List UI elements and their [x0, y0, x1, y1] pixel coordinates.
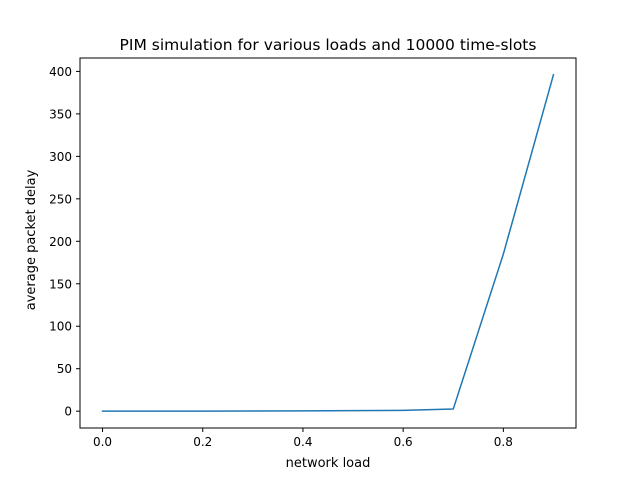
plot-frame — [79, 57, 577, 429]
y-tick-label: 0 — [64, 405, 72, 419]
chart-title: PIM simulation for various loads and 100… — [120, 36, 537, 54]
y-axis: 0 50 100 150 200 250 300 350 400 — [49, 65, 80, 419]
y-tick-label: 350 — [49, 107, 72, 121]
y-axis-label: average packet delay — [24, 169, 39, 310]
plot-area — [101, 73, 555, 412]
y-tick-label: 150 — [49, 277, 72, 291]
x-tick-label: 0.8 — [494, 435, 513, 449]
x-axis: 0.0 0.2 0.4 0.6 0.8 — [93, 428, 513, 449]
x-tick-label: 0.0 — [93, 435, 112, 449]
x-tick-label: 0.6 — [394, 435, 413, 449]
y-tick-label: 50 — [57, 362, 72, 376]
x-tick-label: 0.2 — [193, 435, 212, 449]
y-tick-label: 100 — [49, 320, 72, 334]
x-axis-label: network load — [286, 456, 371, 471]
y-tick-label: 250 — [49, 192, 72, 206]
x-tick-label: 0.4 — [293, 435, 312, 449]
y-tick-label: 400 — [49, 65, 72, 79]
y-tick-label: 300 — [49, 150, 72, 164]
y-tick-label: 200 — [49, 235, 72, 249]
series-line-0 — [101, 73, 555, 412]
